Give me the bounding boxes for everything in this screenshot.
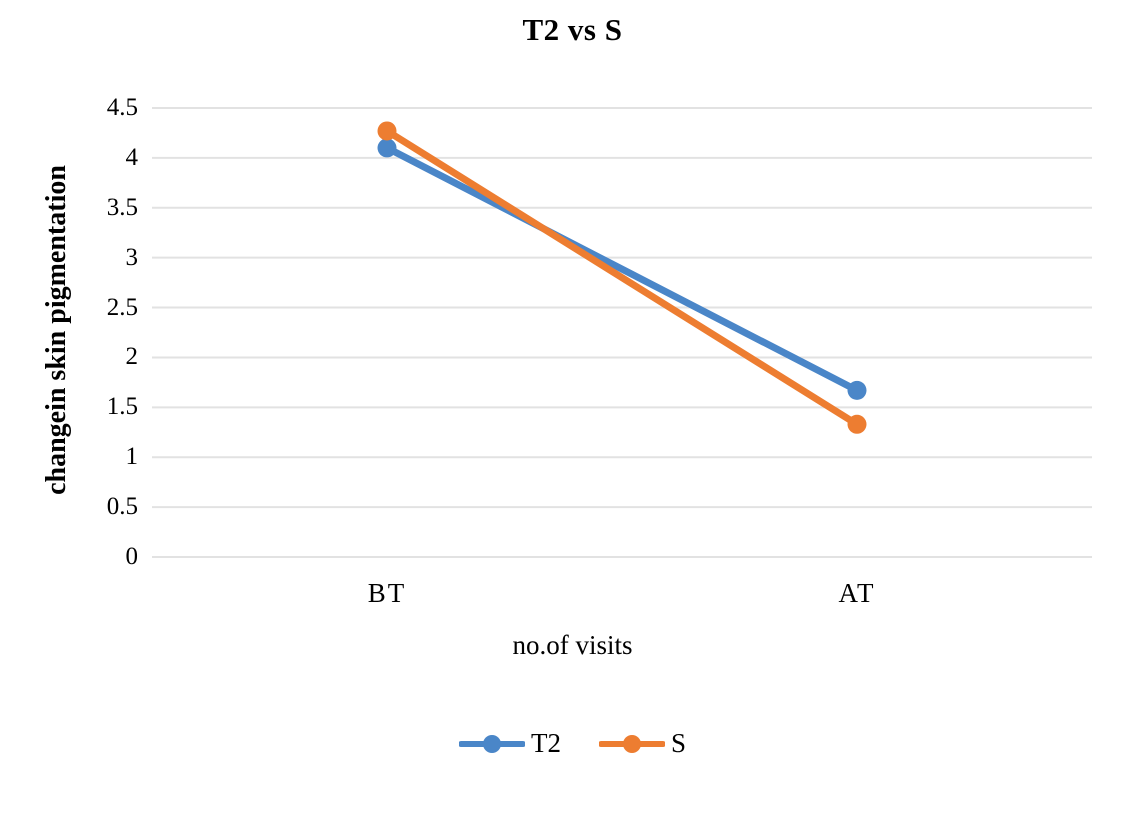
y-tick-label: 0 [125, 543, 139, 570]
legend-item-T2: T2 [458, 728, 561, 759]
y-tick-label: 0.5 [106, 493, 138, 521]
y-tick-label: 3 [125, 243, 139, 271]
x-category-label-BT: BT [367, 578, 407, 608]
series-line-S [383, 127, 861, 428]
series-line-T2 [383, 144, 861, 394]
y-tick-label: 4.5 [106, 94, 138, 121]
legend: T2 S [0, 728, 1145, 759]
data-point-marker-T2 [377, 138, 397, 158]
x-category-label-AT: AT [838, 578, 876, 608]
y-tick-label: 1 [125, 443, 139, 471]
legend-label: T2 [530, 728, 561, 758]
x-axis-title: no.of visits [512, 630, 633, 660]
y-tick-label: 2.5 [106, 293, 138, 321]
y-tick-label: 1.5 [106, 393, 138, 421]
legend-label: S [670, 728, 687, 758]
data-point-marker-S [377, 121, 397, 141]
legend-item-S: S [598, 728, 687, 759]
y-tick-label: 3.5 [106, 193, 138, 221]
legend-marker-icon [458, 734, 525, 753]
legend-marker-icon [598, 734, 665, 753]
chart-title: T2 vs S [522, 12, 623, 47]
y-tick-label: 2 [125, 343, 139, 371]
data-point-marker-T2 [847, 380, 867, 400]
data-point-marker-S [847, 414, 867, 434]
y-tick-label: 4 [125, 143, 139, 171]
